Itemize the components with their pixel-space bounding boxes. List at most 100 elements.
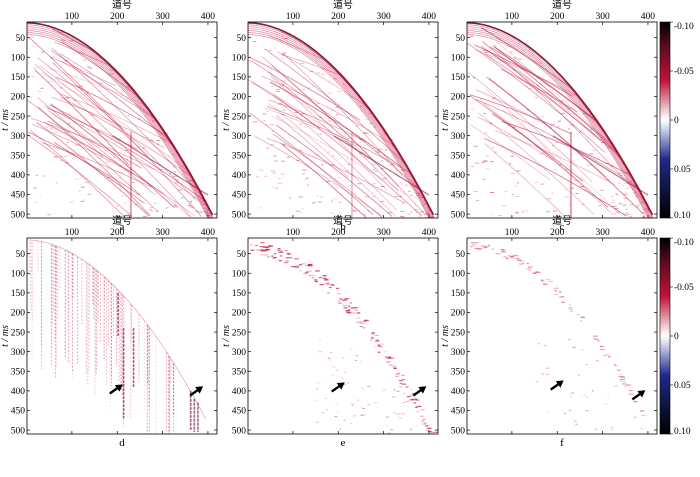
reflection-event xyxy=(494,130,615,186)
amplitude-speckle xyxy=(415,192,421,194)
amplitude-speckle xyxy=(484,132,488,134)
residual-speckle xyxy=(325,409,328,411)
amplitude-speckle xyxy=(272,155,275,157)
colorbar-gradient xyxy=(659,237,671,435)
amplitude-speckle xyxy=(421,205,425,207)
amplitude-speckle xyxy=(85,92,89,94)
residual-speckle xyxy=(387,432,391,434)
amplitude-speckle xyxy=(74,144,79,146)
residual-event xyxy=(507,255,511,257)
amplitude-speckle xyxy=(300,113,305,115)
amplitude-speckle xyxy=(275,91,280,93)
amplitude-speckle xyxy=(642,199,645,201)
reflection-event xyxy=(249,112,374,216)
x-tick-label: 300 xyxy=(595,12,610,22)
amplitude-speckle xyxy=(508,163,512,165)
residual-event xyxy=(356,317,360,319)
amplitude-speckle xyxy=(424,199,427,201)
amplitude-speckle xyxy=(380,200,385,202)
residual-speckle xyxy=(385,416,390,418)
residual-event xyxy=(262,250,268,252)
amplitude-speckle xyxy=(601,142,606,144)
amplitude-speckle xyxy=(163,208,167,210)
amplitude-speckle xyxy=(252,121,256,123)
residual-event xyxy=(387,356,392,358)
residual-event xyxy=(304,264,310,266)
amplitude-speckle xyxy=(154,202,157,204)
amplitude-speckle xyxy=(204,212,208,214)
residual-speckle xyxy=(546,373,550,375)
amplitude-speckle xyxy=(203,211,208,213)
amplitude-speckle xyxy=(78,52,81,54)
amplitude-speckle xyxy=(337,72,342,74)
annotation-arrow xyxy=(412,386,427,397)
amplitude-speckle xyxy=(125,82,130,84)
amplitude-speckle xyxy=(426,214,431,216)
amplitude-speckle xyxy=(482,50,486,52)
amplitude-speckle xyxy=(198,211,203,213)
reflection-event xyxy=(37,106,151,216)
y-tick-label: 200 xyxy=(232,93,247,103)
amplitude-speckle xyxy=(380,185,385,187)
residual-speckle xyxy=(409,428,413,430)
amplitude-speckle xyxy=(516,182,520,184)
amplitude-speckle xyxy=(426,211,428,213)
amplitude-speckle xyxy=(328,151,330,153)
amplitude-speckle xyxy=(391,145,396,147)
amplitude-speckle xyxy=(387,164,392,166)
amplitude-speckle xyxy=(309,70,314,72)
reflection-event xyxy=(41,72,213,217)
reflection-event xyxy=(480,45,601,142)
residual-event xyxy=(421,409,425,411)
amplitude-speckle xyxy=(127,114,130,116)
amplitude-speckle xyxy=(400,166,403,168)
residual-event xyxy=(302,273,307,275)
residual-event xyxy=(389,357,395,359)
amplitude-speckle xyxy=(166,207,169,209)
residual-speckle xyxy=(357,399,360,401)
amplitude-speckle xyxy=(512,126,516,128)
residual-speckle xyxy=(324,397,327,399)
y-axis-title: t / ms xyxy=(221,325,232,347)
y-tick-label: 500 xyxy=(451,210,466,220)
reflection-event xyxy=(264,107,356,147)
residual-event xyxy=(484,246,489,248)
amplitude-speckle xyxy=(203,207,207,209)
amplitude-speckle xyxy=(400,210,405,212)
reflection-event xyxy=(49,104,210,211)
reflection-event xyxy=(282,144,367,218)
amplitude-speckle xyxy=(515,185,518,187)
amplitude-speckle xyxy=(190,200,193,202)
residual-event xyxy=(414,399,418,401)
amplitude-speckle xyxy=(427,206,431,208)
amplitude-speckle xyxy=(636,204,640,206)
amplitude-speckle xyxy=(163,132,168,134)
amplitude-speckle xyxy=(306,184,309,186)
residual-speckle xyxy=(572,346,575,348)
y-tick-label: 100 xyxy=(11,269,26,279)
residual-event xyxy=(283,262,289,264)
amplitude-speckle xyxy=(274,187,279,189)
amplitude-speckle xyxy=(616,211,620,213)
amplitude-speckle xyxy=(316,195,319,197)
amplitude-speckle xyxy=(134,203,138,205)
residual-event xyxy=(326,283,330,285)
residual-speckle xyxy=(321,412,325,414)
amplitude-speckle xyxy=(330,212,335,214)
first-arrival-event xyxy=(248,34,434,218)
amplitude-speckle xyxy=(623,194,627,196)
amplitude-speckle xyxy=(540,115,545,117)
amplitude-speckle xyxy=(536,84,539,86)
amplitude-speckle xyxy=(554,168,557,170)
amplitude-speckle xyxy=(303,169,308,171)
amplitude-speckle xyxy=(346,170,349,172)
amplitude-speckle xyxy=(172,153,176,155)
residual-event xyxy=(344,298,348,300)
y-tick-label: 50 xyxy=(456,250,466,260)
residual-speckle xyxy=(339,428,342,430)
residual-speckle xyxy=(367,385,371,387)
amplitude-speckle xyxy=(143,215,147,217)
residual-speckle xyxy=(585,410,589,412)
amplitude-speckle xyxy=(298,150,302,152)
amplitude-speckle xyxy=(642,201,646,203)
